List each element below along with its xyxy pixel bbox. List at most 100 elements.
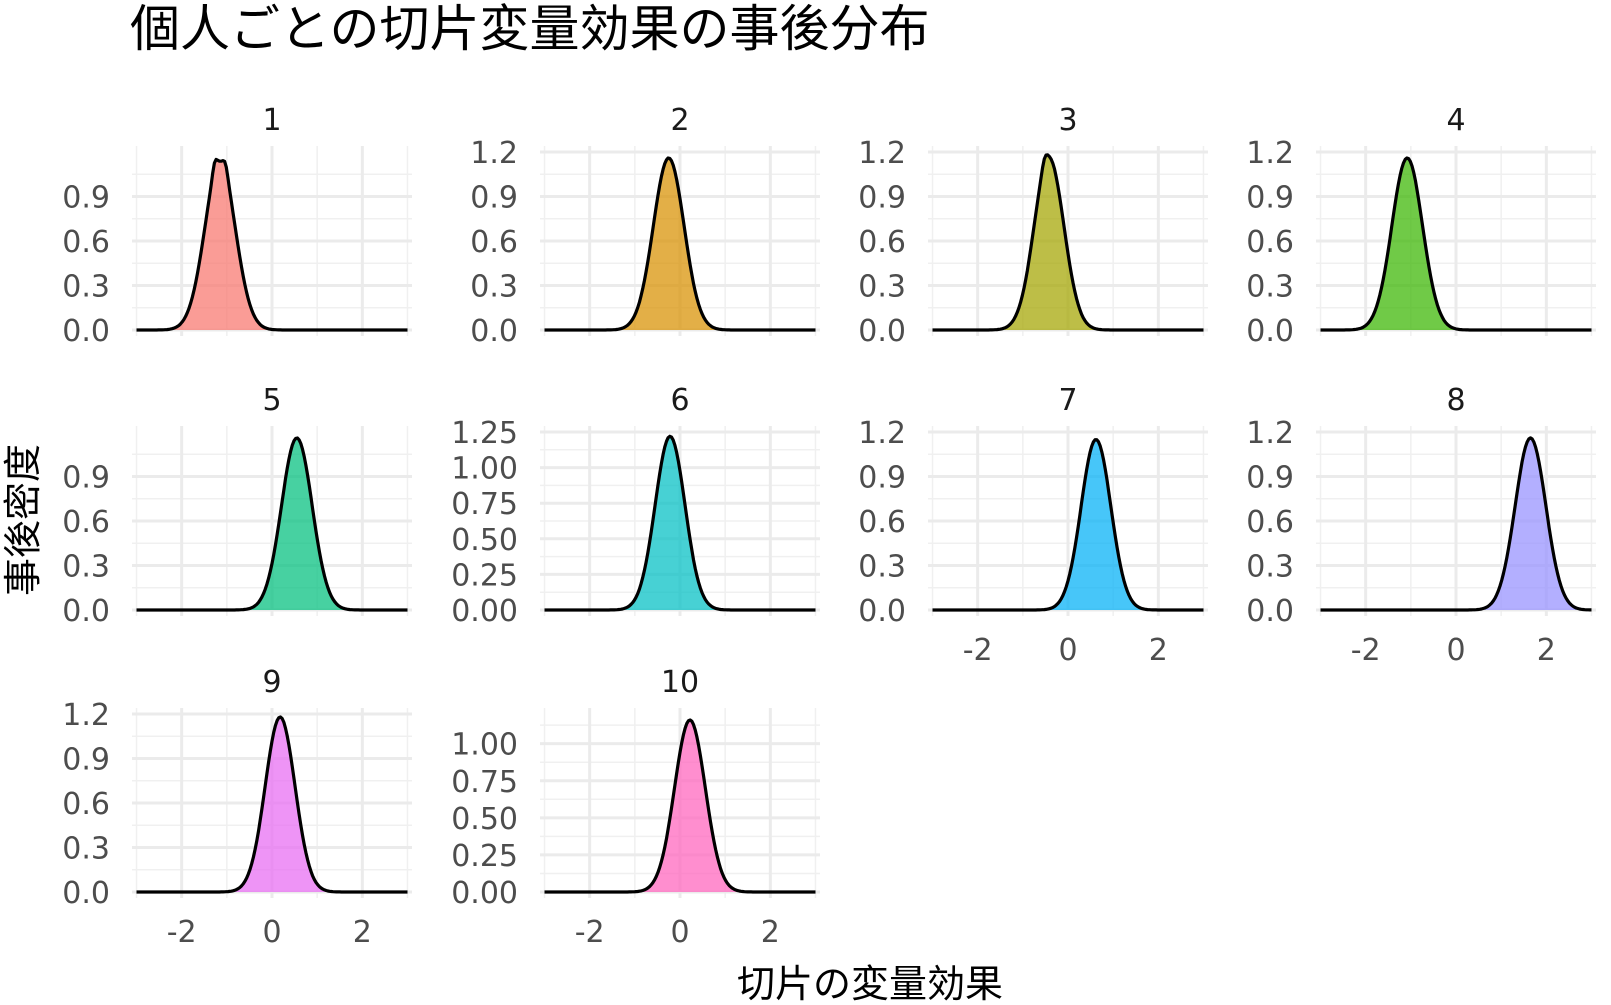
y-tick-label: 0.9 (62, 461, 110, 496)
x-tick-label: -2 (1351, 633, 1381, 668)
y-tick-label: 0.9 (1246, 461, 1294, 496)
y-tick-label: 0.6 (858, 505, 906, 540)
y-tick-label: 1.2 (858, 416, 906, 451)
y-tick-label: 0.0 (858, 314, 906, 349)
y-tick-label: 0.9 (62, 181, 110, 216)
y-tick-label: 0.0 (858, 594, 906, 629)
y-tick-label: 0.9 (1246, 181, 1294, 216)
y-tick-label: 0.6 (1246, 225, 1294, 260)
y-tick-label: 0.75 (451, 487, 518, 522)
density-area-4 (1320, 158, 1592, 330)
y-tick-label: 0.0 (1246, 594, 1294, 629)
density-area-1 (136, 159, 408, 330)
x-tick-label: 2 (1149, 633, 1168, 668)
density-line-4 (1320, 156, 1592, 332)
x-tick-label: 0 (1058, 633, 1077, 668)
panel-label: 5 (262, 383, 281, 418)
x-tick-label: 0 (262, 915, 281, 950)
panel-2: 0.0 0.3 0.6 0.9 1.2 2 (470, 103, 820, 349)
y-tick-label: 1.2 (470, 136, 518, 171)
y-tick-label: 0.3 (470, 270, 518, 305)
x-axis-title: 切片の変量効果 (737, 962, 1003, 1005)
panel-label: 4 (1446, 103, 1465, 138)
panel-label: 7 (1058, 383, 1077, 418)
y-tick-label: 0.9 (62, 743, 110, 778)
x-tick-label: 0 (1446, 633, 1465, 668)
y-tick-label: 0.3 (858, 550, 906, 585)
y-tick-label: 0.6 (62, 225, 110, 260)
y-tick-label: 0.6 (858, 225, 906, 260)
panel-9: 0.0 0.3 0.6 0.9 1.2 9 -2 0 2 (62, 665, 412, 950)
y-tick-label: 0.00 (451, 594, 518, 629)
y-tick-label: 0.25 (451, 839, 518, 874)
panel-label: 1 (262, 103, 281, 138)
panel-4: 0.0 0.3 0.6 0.9 1.2 4 (1246, 103, 1596, 349)
x-tick-label: 2 (761, 915, 780, 950)
y-tick-label: 0.0 (62, 594, 110, 629)
panel-3: 0.0 0.3 0.6 0.9 1.2 3 (858, 103, 1208, 349)
y-tick-label: 0.9 (858, 461, 906, 496)
y-tick-label: 1.2 (858, 136, 906, 171)
y-tick-label: 0.3 (1246, 550, 1294, 585)
y-tick-label: 0.50 (451, 802, 518, 837)
chart-title: 個人ごとの切片変量効果の事後分布 (130, 0, 930, 58)
x-tick-label: 2 (1537, 633, 1556, 668)
facet-panels: 0.00.30.60.910.00.30.60.91.220.00.30.60.… (62, 103, 1596, 950)
y-tick-label: 0.00 (451, 876, 518, 911)
y-tick-label: 0.3 (62, 832, 110, 867)
density-area-6 (544, 436, 816, 610)
density-line-3 (932, 153, 1204, 332)
density-area-9 (136, 717, 408, 892)
density-line-2 (544, 156, 816, 332)
y-tick-label: 0.0 (62, 314, 110, 349)
y-tick-label: 0.9 (858, 181, 906, 216)
density-area-10 (544, 720, 816, 892)
panel-label: 8 (1446, 383, 1465, 418)
density-line-8 (1320, 436, 1592, 612)
density-line-1 (136, 157, 408, 332)
density-area-8 (1320, 437, 1592, 610)
density-line-10 (544, 718, 816, 894)
panel-label: 10 (661, 665, 699, 700)
density-area-3 (932, 154, 1204, 330)
panel-label: 6 (670, 383, 689, 418)
y-tick-label: 0.3 (62, 550, 110, 585)
density-line-6 (544, 434, 816, 612)
y-tick-label: 0.75 (451, 765, 518, 800)
panel-6: 0.000.250.500.751.001.25 6 (451, 383, 820, 629)
y-tick-label: 0.0 (1246, 314, 1294, 349)
density-line-9 (136, 715, 408, 894)
y-tick-label: 0.3 (62, 270, 110, 305)
y-tick-label: 0.6 (470, 225, 518, 260)
x-tick-label: 2 (353, 915, 372, 950)
x-tick-label: -2 (963, 633, 993, 668)
y-tick-label: 0.6 (1246, 505, 1294, 540)
panel-8: 0.0 0.3 0.6 0.9 1.2 8 -2 0 2 (1246, 383, 1596, 668)
y-tick-label: 0.9 (470, 181, 518, 216)
panel-5: 0.0 0.3 0.6 0.9 5 (62, 383, 412, 629)
panel-1: 0.0 0.3 0.6 0.9 1 (62, 103, 412, 349)
y-tick-label: 0.3 (1246, 270, 1294, 305)
panel-7: 0.0 0.3 0.6 0.9 1.2 7 -2 0 2 (858, 383, 1208, 668)
y-axis-title: 事後密度 (1, 444, 45, 596)
density-line-5 (136, 436, 408, 612)
y-tick-label: 1.2 (62, 698, 110, 733)
x-tick-label: 0 (670, 915, 689, 950)
density-area-5 (136, 438, 408, 610)
density-area-2 (544, 158, 816, 330)
y-tick-label: 1.2 (1246, 136, 1294, 171)
x-tick-label: -2 (575, 915, 605, 950)
y-tick-label: 0.3 (858, 270, 906, 305)
y-tick-label: 0.6 (62, 505, 110, 540)
x-tick-label: -2 (167, 915, 197, 950)
y-tick-label: 1.00 (451, 728, 518, 763)
panel-label: 9 (262, 665, 281, 700)
y-tick-label: 0.25 (451, 558, 518, 593)
y-tick-label: 0.0 (470, 314, 518, 349)
y-tick-label: 1.00 (451, 452, 518, 487)
y-tick-label: 1.2 (1246, 416, 1294, 451)
panel-label: 2 (670, 103, 689, 138)
panel-10: 0.000.250.500.751.00 10 -2 0 2 (451, 665, 820, 950)
panel-label: 3 (1058, 103, 1077, 138)
